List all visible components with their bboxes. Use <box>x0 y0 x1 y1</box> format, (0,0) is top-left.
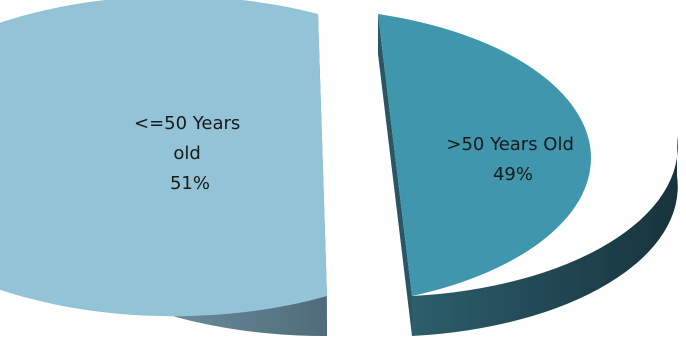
slice-over-50-wall <box>378 14 412 336</box>
slice-under-50-label-line-1: <=50 Years <box>134 113 240 134</box>
slice-over-50-percent: 49% <box>493 164 533 185</box>
slice-over-50-side <box>412 136 678 336</box>
slice-under-50-label-line-2: old <box>173 143 200 164</box>
slice-under-50-percent: 51% <box>170 173 210 194</box>
slice-over-50-label-line-1: >50 Years Old <box>446 134 574 155</box>
svg-text:<=50 Years old 51%: <=50 Years old 51% <box>134 113 246 194</box>
slice-over-50: >50 Years Old 49% <box>378 14 678 336</box>
slice-under-50: <=50 Years old 51% <box>0 0 327 337</box>
slice-over-50-top <box>378 14 591 296</box>
slice-under-50-top <box>0 0 327 317</box>
svg-text:>50 Years Old 49%: >50 Years Old 49% <box>446 134 579 185</box>
